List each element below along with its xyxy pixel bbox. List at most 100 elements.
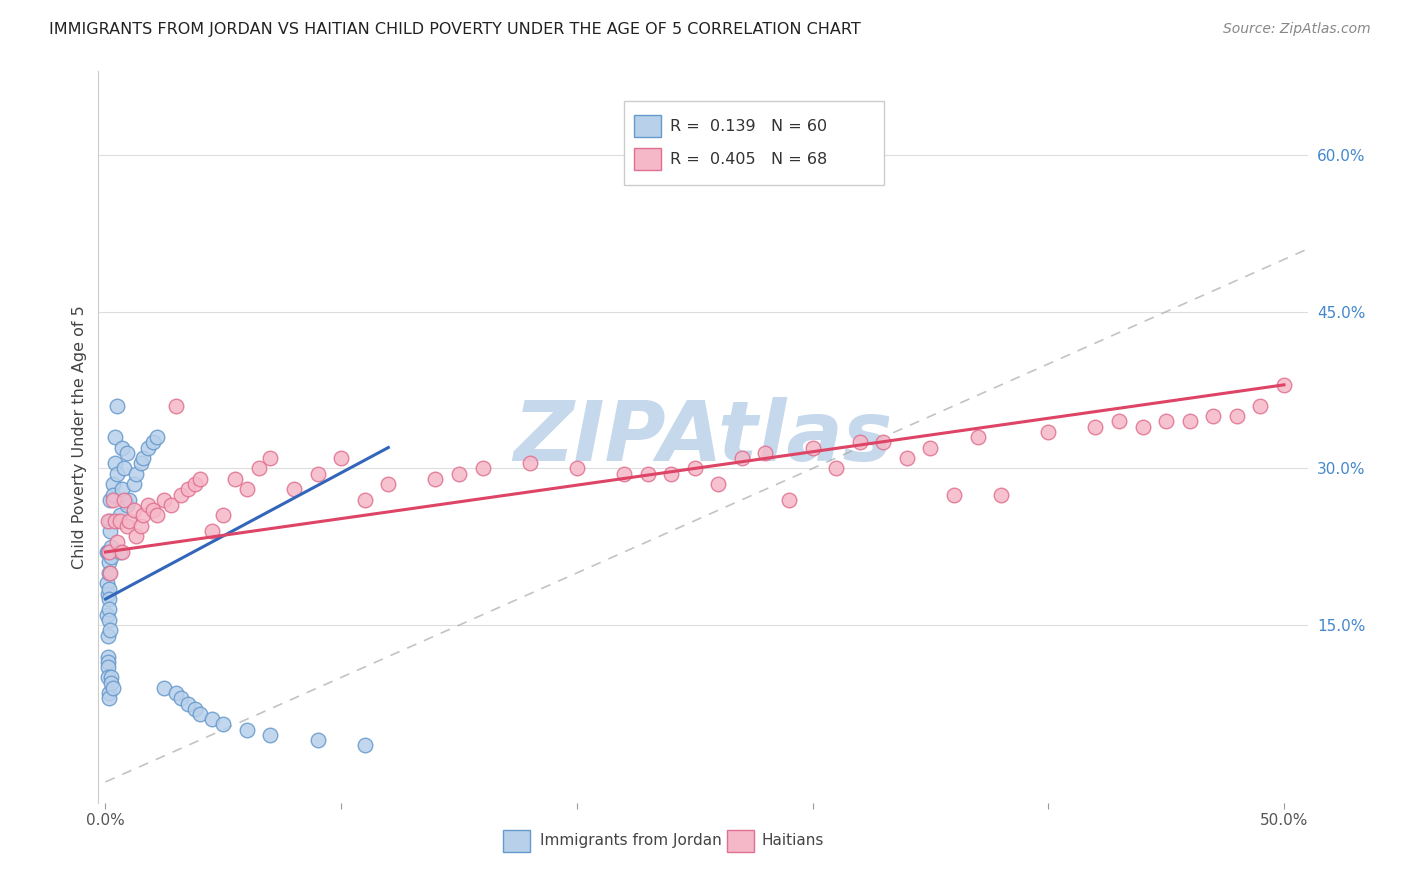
Point [188, 706, 211, 721]
Point [100, 550, 122, 565]
Point [97, 587, 120, 601]
Point [471, 461, 494, 475]
Point [125, 529, 148, 543]
Point [1108, 414, 1130, 428]
Point [142, 503, 165, 517]
Point [132, 450, 155, 465]
Point [111, 545, 134, 559]
Point [165, 686, 187, 700]
Point [990, 487, 1012, 501]
Text: R =  0.139   N = 60: R = 0.139 N = 60 [671, 119, 828, 134]
Point [153, 492, 176, 507]
Point [122, 477, 145, 491]
Point [146, 430, 169, 444]
Text: Haitians: Haitians [761, 833, 824, 848]
Point [146, 508, 169, 523]
Point [565, 461, 588, 475]
Point [896, 450, 918, 465]
Point [125, 467, 148, 481]
Point [731, 450, 754, 465]
Point [97, 514, 120, 528]
Point [1272, 377, 1295, 392]
Point [112, 461, 135, 475]
Point [1084, 419, 1107, 434]
Point [100, 670, 122, 684]
Point [1038, 425, 1060, 439]
Point [101, 487, 124, 501]
Point [108, 508, 131, 523]
Point [425, 472, 447, 486]
Point [307, 467, 329, 481]
Point [104, 456, 127, 470]
Point [188, 472, 211, 486]
Point [97, 649, 120, 664]
Point [108, 545, 131, 559]
Text: ZIPAtlas: ZIPAtlas [513, 397, 893, 477]
Point [966, 430, 988, 444]
Point [97, 686, 120, 700]
Text: R =  0.405   N = 68: R = 0.405 N = 68 [671, 152, 828, 167]
Point [920, 441, 942, 455]
Point [683, 461, 706, 475]
Point [98, 514, 121, 528]
Point [98, 602, 121, 616]
Point [177, 697, 200, 711]
Point [247, 461, 270, 475]
Point [98, 592, 121, 607]
Point [97, 670, 120, 684]
Point [165, 399, 187, 413]
Bar [727, 830, 754, 852]
Point [97, 545, 120, 559]
Point [200, 524, 222, 538]
Point [519, 456, 541, 470]
Point [105, 534, 128, 549]
Point [613, 467, 636, 481]
Point [98, 613, 121, 627]
Point [153, 681, 176, 695]
Point [105, 467, 128, 481]
Point [330, 450, 353, 465]
Point [170, 691, 193, 706]
Point [101, 477, 124, 491]
Y-axis label: Child Poverty Under the Age of 5: Child Poverty Under the Age of 5 [72, 305, 87, 569]
Point [136, 441, 159, 455]
Point [100, 675, 122, 690]
Point [184, 477, 207, 491]
Point [212, 508, 235, 523]
Point [1154, 414, 1177, 428]
Text: Immigrants from Jordan: Immigrants from Jordan [540, 833, 721, 848]
Point [307, 733, 329, 747]
Point [112, 492, 135, 507]
Point [96, 545, 118, 559]
Point [108, 514, 131, 528]
FancyBboxPatch shape [624, 101, 884, 185]
Point [1226, 409, 1249, 424]
Point [1178, 414, 1201, 428]
Point [259, 728, 281, 742]
Point [259, 450, 281, 465]
Point [96, 607, 118, 622]
Point [707, 477, 730, 491]
Point [104, 430, 127, 444]
Point [825, 461, 848, 475]
Point [170, 487, 193, 501]
Point [105, 399, 128, 413]
Point [97, 629, 120, 643]
Point [1202, 409, 1225, 424]
Point [353, 739, 375, 753]
Point [115, 519, 138, 533]
Point [98, 624, 121, 638]
Point [754, 446, 776, 460]
Point [98, 582, 121, 596]
Point [236, 723, 259, 737]
Point [377, 477, 399, 491]
Point [98, 566, 121, 580]
Point [447, 467, 470, 481]
Point [283, 483, 305, 497]
Point [129, 456, 152, 470]
Text: Source: ZipAtlas.com: Source: ZipAtlas.com [1223, 22, 1371, 37]
Point [129, 519, 152, 533]
Point [160, 498, 183, 512]
Point [115, 498, 138, 512]
Point [848, 435, 870, 450]
